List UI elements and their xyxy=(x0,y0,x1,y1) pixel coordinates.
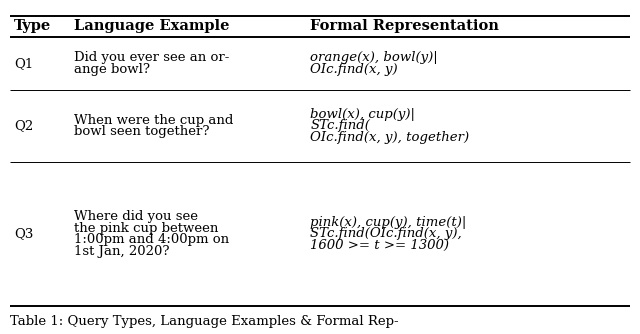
Text: 1600 >= t >= 1300): 1600 >= t >= 1300) xyxy=(310,239,449,252)
Text: Language Example: Language Example xyxy=(74,19,229,33)
Text: 1:00pm and 4:00pm on: 1:00pm and 4:00pm on xyxy=(74,233,228,246)
Text: OIc.find(x, y), together): OIc.find(x, y), together) xyxy=(310,131,470,144)
Text: Did you ever see an or-: Did you ever see an or- xyxy=(74,51,229,64)
Text: Table 1: Query Types, Language Examples & Formal Rep-: Table 1: Query Types, Language Examples … xyxy=(10,315,399,328)
Text: bowl(x), cup(y)|: bowl(x), cup(y)| xyxy=(310,108,415,121)
Text: ange bowl?: ange bowl? xyxy=(74,63,150,76)
Text: 1st Jan, 2020?: 1st Jan, 2020? xyxy=(74,245,169,258)
Text: Formal Representation: Formal Representation xyxy=(310,19,499,33)
Text: the pink cup between: the pink cup between xyxy=(74,222,218,235)
Text: When were the cup and: When were the cup and xyxy=(74,114,233,127)
Text: Type: Type xyxy=(14,19,51,33)
Text: OIc.find(x, y): OIc.find(x, y) xyxy=(310,63,398,76)
Text: orange(x), bowl(y)|: orange(x), bowl(y)| xyxy=(310,51,438,64)
Text: Where did you see: Where did you see xyxy=(74,210,198,223)
Text: Q2: Q2 xyxy=(14,120,33,133)
Text: pink(x), cup(y), time(t)|: pink(x), cup(y), time(t)| xyxy=(310,216,467,229)
Text: Q1: Q1 xyxy=(14,57,33,70)
Text: Q3: Q3 xyxy=(14,227,33,240)
Text: STc.find(: STc.find( xyxy=(310,120,371,133)
Text: STc.find(OIc.find(x, y),: STc.find(OIc.find(x, y), xyxy=(310,227,462,240)
Text: bowl seen together?: bowl seen together? xyxy=(74,125,209,138)
